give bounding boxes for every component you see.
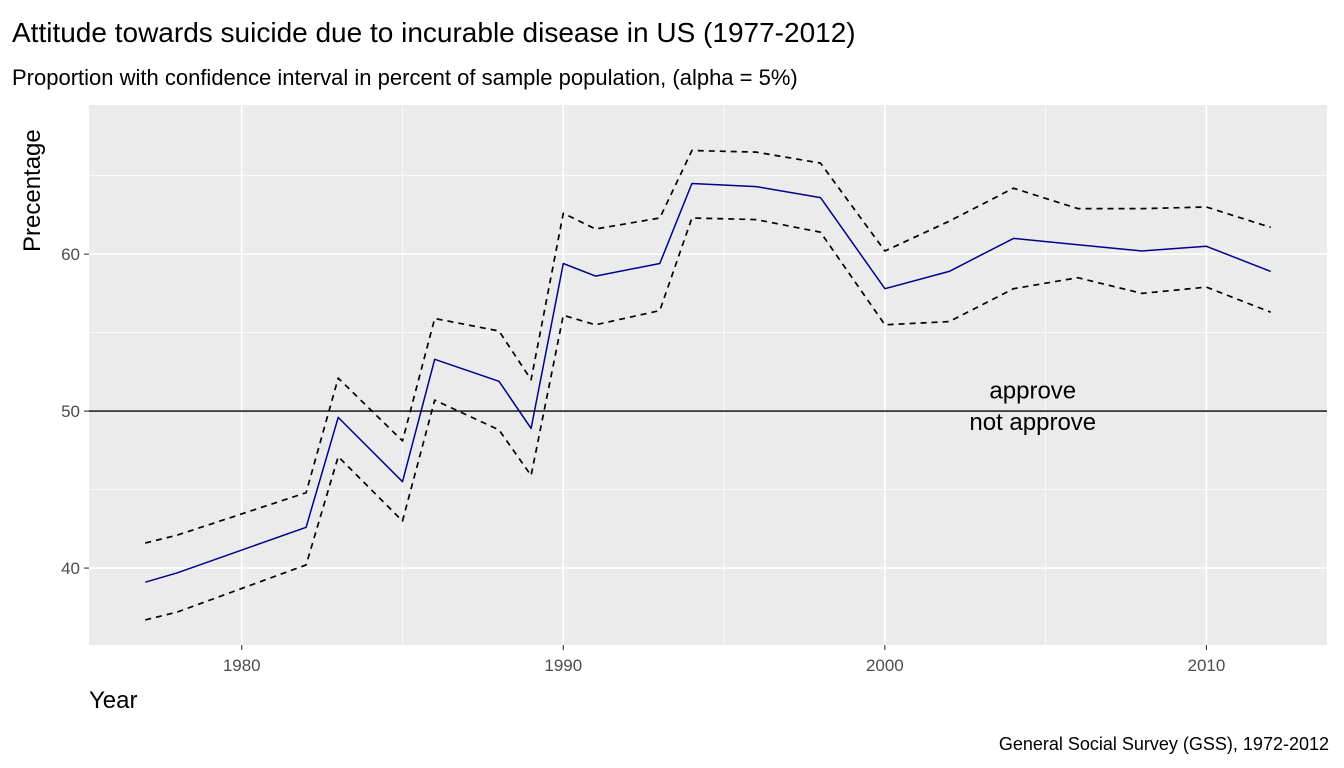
x-tick-label: 1980 (223, 656, 261, 675)
chart-subtitle: Proportion with confidence interval in p… (12, 65, 798, 90)
y-tick-label: 60 (61, 245, 80, 264)
x-tick-label: 1990 (544, 656, 582, 675)
minor-gridlines (89, 105, 1327, 645)
chart-title: Attitude towards suicide due to incurabl… (12, 17, 856, 48)
x-axis-title: Year (89, 687, 138, 714)
upper-line (145, 149, 1271, 544)
annotation-label: not approve (969, 409, 1096, 436)
chart-caption: General Social Survey (GSS), 1972-2012 (999, 734, 1329, 754)
y-axis-ticks: 40 50 60 (61, 245, 89, 578)
annotations: approve not approve (969, 378, 1096, 436)
x-axis-ticks: 1980 1990 2000 2010 (223, 645, 1226, 675)
lower-line (145, 217, 1272, 621)
x-tick-label: 2000 (866, 656, 904, 675)
annotation-label: approve (989, 378, 1076, 405)
estimate-line (145, 182, 1271, 583)
x-tick-label: 2010 (1188, 656, 1226, 675)
y-tick-label: 50 (61, 402, 80, 421)
y-axis-title: Precentage (19, 129, 46, 252)
y-tick-label: 40 (61, 559, 80, 578)
series-lines (145, 149, 1272, 621)
plot-panel (89, 105, 1327, 645)
